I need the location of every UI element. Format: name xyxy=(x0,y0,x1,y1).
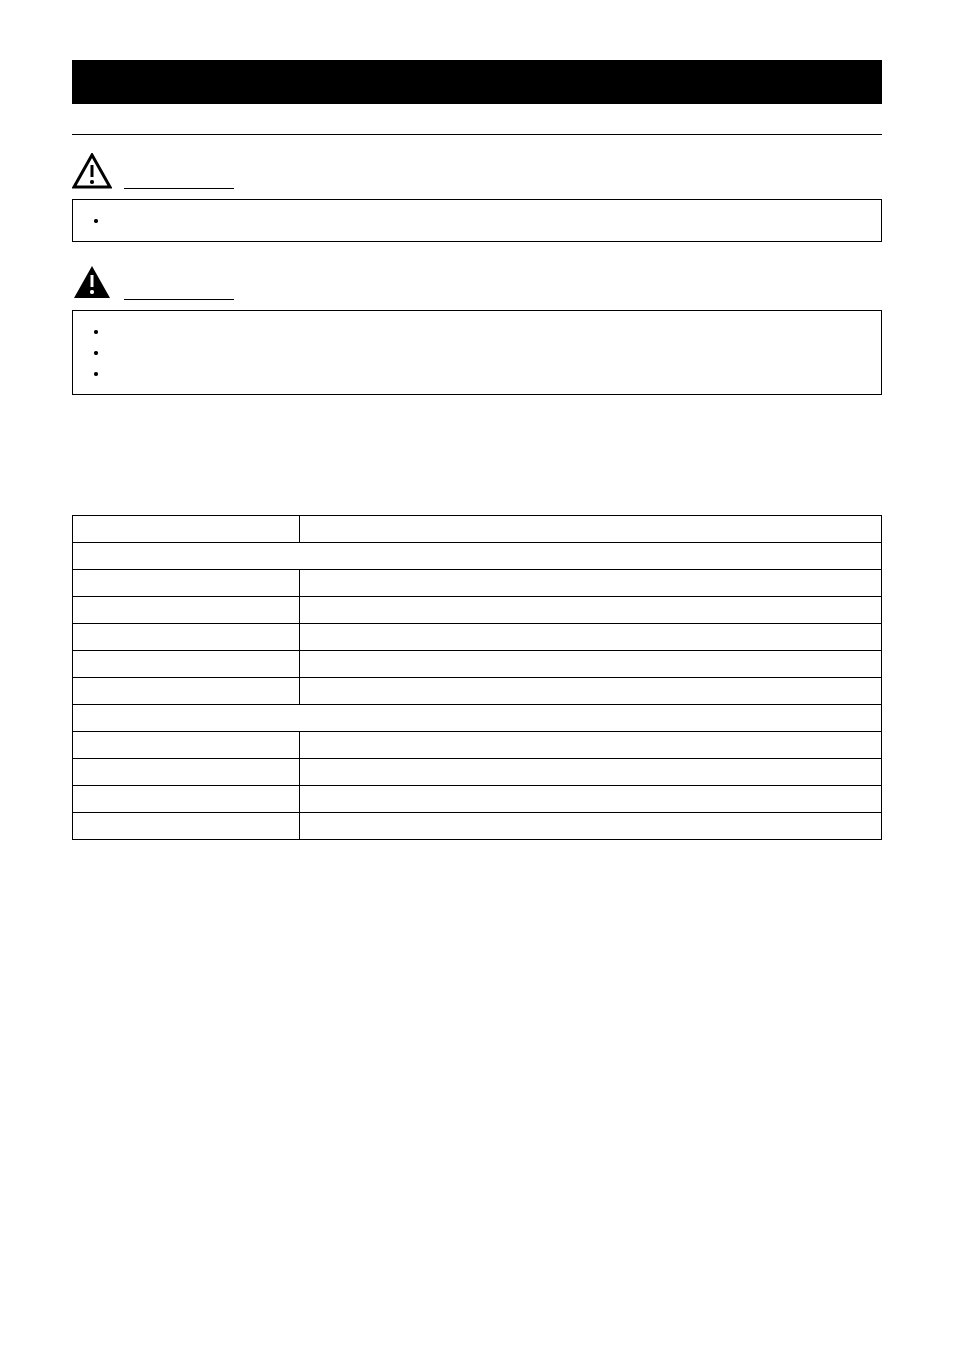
list-item xyxy=(109,342,867,363)
table-cell-label xyxy=(73,786,300,813)
table-cell-value xyxy=(299,597,881,624)
section-divider xyxy=(72,132,882,135)
table-cell-value xyxy=(299,732,881,759)
table-cell-label xyxy=(73,813,300,840)
table-cell-value xyxy=(299,624,881,651)
table-row xyxy=(73,678,882,705)
table-cell-label xyxy=(73,651,300,678)
caution-box xyxy=(72,199,882,242)
table-row xyxy=(73,813,882,840)
table-cell-value xyxy=(299,759,881,786)
header-banner xyxy=(72,60,882,104)
table-row xyxy=(73,624,882,651)
caution-heading xyxy=(72,153,882,189)
list-item xyxy=(109,321,867,342)
table-cell-label xyxy=(73,759,300,786)
warning-triangle-icon xyxy=(72,264,112,300)
table-cell-span xyxy=(73,543,882,570)
table-cell-value xyxy=(299,813,881,840)
table-cell-label xyxy=(73,732,300,759)
table-cell-value xyxy=(299,651,881,678)
list-item xyxy=(109,210,867,231)
table-cell-span xyxy=(73,705,882,732)
table-cell-value xyxy=(299,678,881,705)
warning-list xyxy=(81,321,867,384)
table-row xyxy=(73,570,882,597)
warning-label xyxy=(124,271,234,300)
table-cell-value xyxy=(299,516,881,543)
warning-heading xyxy=(72,264,882,300)
caution-triangle-icon xyxy=(72,153,112,189)
warning-box xyxy=(72,310,882,395)
list-item xyxy=(109,363,867,384)
table-cell-value xyxy=(299,786,881,813)
table-row xyxy=(73,786,882,813)
table-cell-label xyxy=(73,624,300,651)
caution-label xyxy=(124,160,234,189)
table-row xyxy=(73,543,882,570)
table-row xyxy=(73,597,882,624)
table-cell-label xyxy=(73,597,300,624)
table-row xyxy=(73,651,882,678)
table-row xyxy=(73,516,882,543)
table-cell-label xyxy=(73,678,300,705)
table-cell-label xyxy=(73,570,300,597)
spec-table xyxy=(72,515,882,840)
table-row xyxy=(73,732,882,759)
table-cell-label xyxy=(73,516,300,543)
table-row xyxy=(73,705,882,732)
table-cell-value xyxy=(299,570,881,597)
caution-list xyxy=(81,210,867,231)
table-row xyxy=(73,759,882,786)
